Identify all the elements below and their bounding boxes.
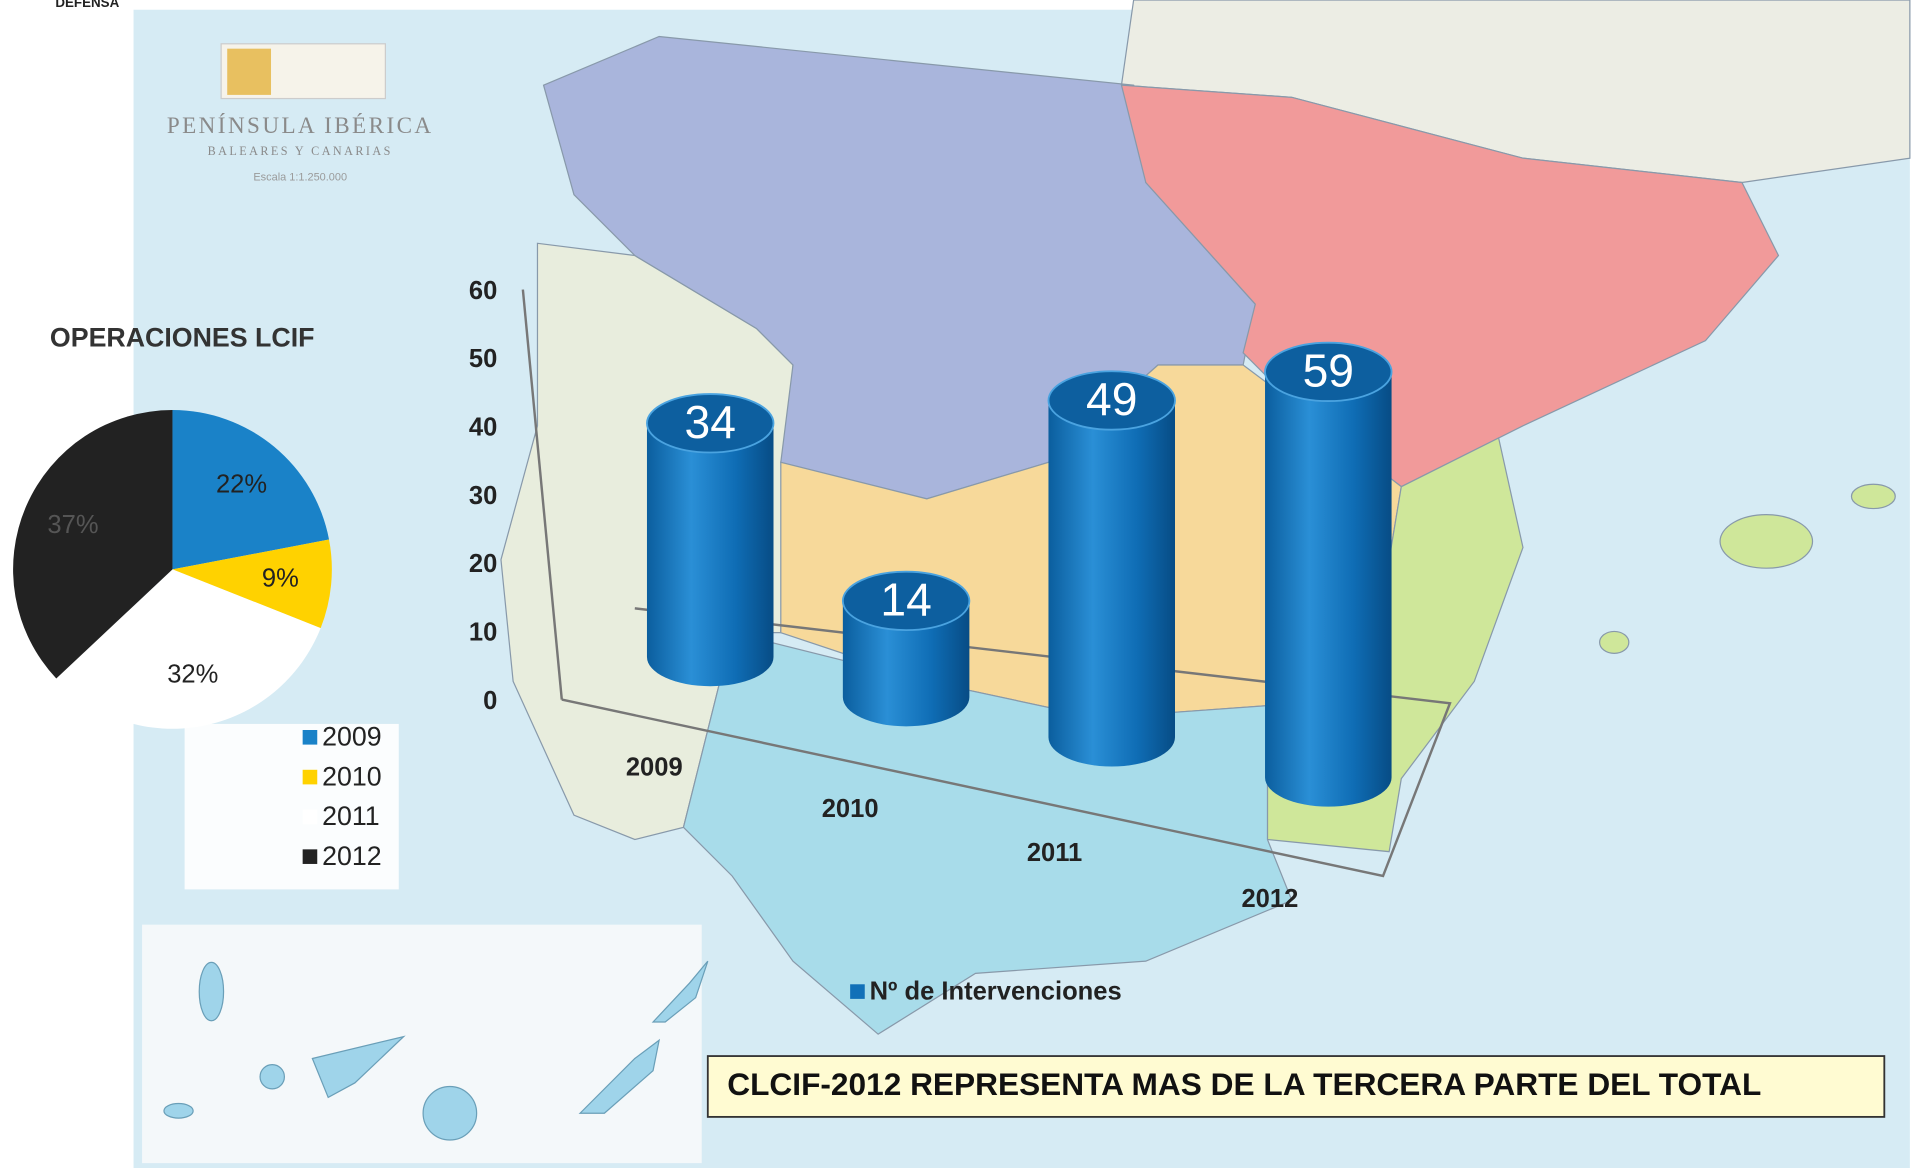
value-label: 49: [1086, 373, 1137, 425]
cylinder: [842, 600, 970, 727]
pie-slice: [172, 410, 330, 570]
y-tick-label: 10: [469, 618, 497, 646]
annotation-box: [706, 1055, 1886, 1118]
cylinder-top: [646, 393, 775, 454]
canarias-inset: [142, 924, 702, 1164]
y-tick-label: 40: [469, 413, 497, 441]
x-tick-label: 2010: [822, 795, 879, 823]
cylinder: [1265, 371, 1392, 807]
x-tick-label: 2011: [1027, 839, 1082, 867]
pie-slice: [13, 410, 173, 679]
value-label: 59: [1303, 345, 1354, 397]
legend-label: 2010: [322, 761, 382, 791]
island: [1850, 483, 1896, 510]
legend-swatch: [302, 769, 318, 785]
pie-slice: [172, 539, 332, 629]
map-scale: Escala 1:1.250.000: [253, 172, 347, 184]
map-subtitle: BALEARES Y CANARIAS: [208, 144, 393, 158]
island: [1719, 514, 1814, 569]
floor: [561, 607, 1452, 878]
y-tick-label: 0: [483, 687, 497, 715]
x-tick-label: 2012: [1241, 885, 1298, 913]
cylinder-top: [841, 570, 971, 632]
header: DEFENSA: [55, 0, 119, 10]
slice-label: 32%: [167, 661, 218, 689]
x-tick-label: 2009: [626, 754, 683, 782]
cylinder: [1048, 400, 1175, 767]
legend-label: 2012: [322, 841, 382, 871]
pie-title: OPERACIONES LCIF: [50, 323, 315, 353]
legend-label: Nº de Intervenciones: [870, 978, 1122, 1006]
legend-label: 2009: [322, 722, 382, 752]
y-tick-label: 50: [469, 345, 497, 373]
y-tick-label: 20: [469, 550, 497, 578]
annotation-frame: CLCIF-2012 REPRESENTA MAS DE LA TERCERA …: [727, 1065, 1762, 1103]
cylinder: [646, 423, 774, 687]
legend-swatch: [302, 730, 318, 745]
y-tick-label: 60: [469, 277, 497, 305]
legend-swatch: [302, 849, 318, 864]
slice-label: 22%: [216, 471, 267, 499]
legend-label: 2011: [322, 801, 380, 831]
island: [1599, 630, 1630, 654]
legend-swatch: [850, 984, 865, 999]
value-label: 14: [880, 574, 931, 626]
annotation: CLCIF-2012 REPRESENTA MAS DE LA TERCERA …: [727, 1065, 1762, 1103]
cylinder-top: [1047, 370, 1176, 431]
axis: [521, 289, 564, 700]
legend-swatch: [302, 809, 318, 825]
cylinder-top: [1264, 341, 1393, 402]
y-tick-label: 30: [469, 482, 497, 510]
map-title: PENÍNSULA IBÉRICA: [167, 112, 434, 138]
pie-slice: [56, 569, 321, 729]
logo-shield: [227, 48, 272, 95]
legend-box: [184, 723, 399, 890]
canarias: [163, 960, 709, 1141]
value-label: 34: [685, 396, 736, 448]
slice-label: 37%: [47, 511, 98, 539]
slice-label: 9%: [262, 564, 299, 592]
